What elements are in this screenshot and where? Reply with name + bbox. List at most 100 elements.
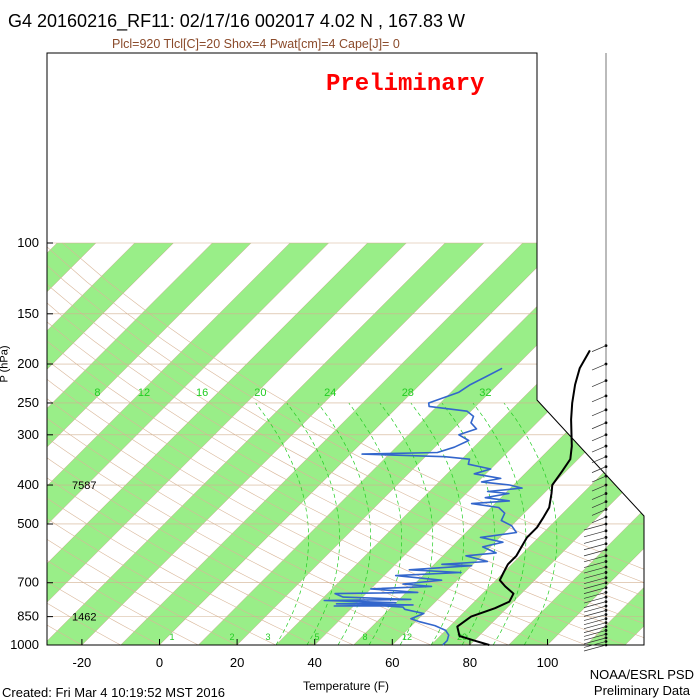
wind-point — [604, 600, 608, 604]
wind-barb — [591, 434, 607, 442]
mixing-ratio-bottom-label: 12 — [402, 632, 412, 642]
isotherm-line — [47, 242, 329, 645]
wind-barb — [583, 626, 607, 633]
y-axis-label: P (hPa) — [0, 345, 11, 382]
isotherm-line — [47, 242, 291, 645]
mixing-ratio-label: 32 — [479, 387, 491, 399]
x-tick-label: 40 — [307, 655, 321, 670]
temperature-band — [508, 243, 644, 645]
chart-title: G4 20160216_RF11: 02/17/16 002017 4.02 N… — [8, 11, 466, 31]
wind-barb — [591, 363, 607, 371]
x-tick-label: -20 — [73, 655, 92, 670]
temperature-band — [47, 243, 407, 645]
isotherm-line — [47, 242, 252, 645]
wind-barb — [583, 596, 607, 604]
mixing-ratio-label: 28 — [402, 387, 414, 399]
temperature-band — [0, 243, 18, 645]
y-tick-label: 100 — [17, 235, 39, 250]
wind-point — [604, 560, 608, 563]
wind-barb — [591, 484, 607, 492]
wind-barb — [591, 456, 607, 463]
y-tick-label: 500 — [17, 516, 39, 531]
wind-barb — [583, 587, 607, 594]
x-tick-label: 100 — [537, 655, 559, 670]
isotherm-line — [508, 242, 644, 645]
mixing-ratio-bottom-label: 5 — [314, 632, 319, 642]
wind-point — [604, 604, 608, 608]
isotherm-line — [159, 242, 562, 645]
temperature-line — [456, 349, 591, 646]
x-tick-label: 80 — [463, 655, 477, 670]
wind-barb — [583, 633, 607, 641]
y-tick-label: 1000 — [10, 637, 39, 652]
x-tick-label: 60 — [385, 655, 399, 670]
wind-point — [604, 581, 608, 585]
x-tick-label: 20 — [230, 655, 244, 670]
mixing-ratio-label: 20 — [254, 387, 266, 399]
wind-barb — [583, 549, 607, 557]
wind-point — [604, 617, 608, 621]
y-tick-label: 250 — [17, 395, 39, 410]
wind-barb — [591, 501, 607, 508]
isotherm-line — [0, 243, 18, 645]
wind-barb — [591, 516, 607, 524]
wind-barb — [591, 409, 607, 417]
mixing-ratio-label: 16 — [196, 387, 208, 399]
wind-barb — [583, 523, 607, 531]
isotherm-line — [47, 242, 368, 645]
wind-barb — [591, 345, 607, 352]
wind-barb — [583, 555, 607, 563]
y-tick-label: 200 — [17, 356, 39, 371]
isotherm-line — [47, 242, 135, 645]
wind-barb — [583, 641, 607, 648]
height-label: 1462 — [72, 612, 96, 624]
wind-barb — [583, 592, 607, 599]
wind-barb — [583, 543, 607, 551]
wind-barb — [583, 622, 607, 630]
wind-barb — [583, 601, 607, 608]
mixing-ratio-bottom-label: 3 — [265, 632, 270, 642]
y-tick-label: 400 — [17, 477, 39, 492]
wind-barb — [591, 395, 607, 403]
isotherm-line — [198, 242, 601, 645]
isotherm-line — [547, 242, 644, 645]
wind-barb — [591, 509, 607, 516]
y-tick-label: 300 — [17, 427, 39, 442]
isotherm-line — [47, 242, 407, 645]
mixing-ratio-bottom-label: 2 — [229, 632, 234, 642]
wind-point — [604, 515, 608, 519]
y-tick-label: 850 — [17, 609, 39, 624]
wind-barb — [591, 493, 607, 500]
wind-barb — [591, 445, 607, 453]
temperature-band — [47, 243, 174, 645]
wind-barb — [583, 530, 607, 538]
x-axis-label: Temperature (F) — [303, 679, 390, 693]
wind-barb — [583, 537, 607, 544]
credit-line-1: NOAA/ESRL PSD — [589, 667, 694, 682]
mixing-ratio-bottom-label: 8 — [362, 632, 367, 642]
temperature-band — [47, 243, 329, 645]
isotherm-line — [314, 242, 644, 645]
mixing-ratio-label: 12 — [138, 387, 150, 399]
wind-barb — [583, 577, 607, 585]
wind-barb — [583, 644, 607, 652]
wind-point — [604, 536, 608, 539]
wind-barb — [591, 475, 607, 483]
isotherm-line — [624, 242, 644, 645]
y-tick-label: 150 — [17, 306, 39, 321]
dewpoint-line — [323, 367, 523, 646]
x-tick-label: 0 — [156, 655, 163, 670]
wind-point — [604, 586, 608, 590]
mixing-ratio-label: 8 — [94, 387, 100, 399]
wind-point — [604, 629, 608, 632]
isotherm-line — [120, 242, 523, 645]
preliminary-watermark: Preliminary — [326, 71, 485, 98]
height-label: 7587 — [72, 480, 96, 492]
mixing-ratio-label: 24 — [324, 387, 336, 399]
mixing-ratio-bottom-label: 1 — [169, 632, 174, 642]
wind-barb — [583, 614, 607, 621]
wind-barb — [583, 637, 607, 645]
temperature-band — [47, 243, 252, 645]
wind-barb — [583, 582, 607, 590]
